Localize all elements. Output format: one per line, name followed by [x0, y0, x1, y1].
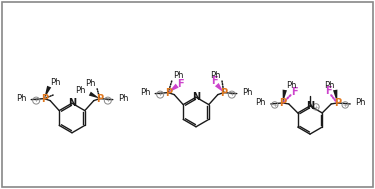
Polygon shape — [44, 86, 51, 99]
Text: Ph: Ph — [286, 81, 296, 91]
Polygon shape — [168, 84, 179, 93]
Text: Ph: Ph — [355, 98, 366, 107]
Text: +: + — [158, 92, 163, 97]
Text: +: + — [343, 103, 348, 108]
Text: +: + — [272, 103, 278, 108]
Text: P: P — [220, 88, 227, 98]
Text: N: N — [306, 101, 314, 111]
Text: N: N — [68, 98, 76, 108]
Text: Ph: Ph — [242, 88, 252, 97]
Text: Ph: Ph — [140, 88, 150, 97]
Text: Ph: Ph — [210, 71, 221, 80]
Polygon shape — [283, 90, 287, 103]
Text: Ph: Ph — [173, 71, 184, 80]
Text: N: N — [192, 92, 200, 102]
Text: F: F — [211, 76, 218, 86]
Text: Ph: Ph — [75, 86, 86, 95]
Text: P: P — [165, 88, 172, 98]
Text: Ph: Ph — [118, 94, 128, 103]
Text: P: P — [279, 98, 286, 108]
Text: Ph: Ph — [85, 79, 96, 88]
Text: Ph: Ph — [324, 81, 334, 91]
Text: F: F — [291, 87, 298, 97]
Text: +: + — [229, 92, 234, 97]
Text: P: P — [334, 98, 341, 108]
Text: +: + — [314, 105, 319, 110]
Polygon shape — [89, 92, 100, 99]
Polygon shape — [215, 83, 224, 93]
Text: P: P — [40, 94, 48, 104]
Polygon shape — [333, 90, 338, 103]
Text: Ph: Ph — [255, 98, 266, 107]
Text: +: + — [34, 98, 39, 103]
Text: Ph: Ph — [16, 94, 26, 103]
Text: F: F — [177, 79, 183, 89]
Text: F: F — [325, 86, 332, 96]
Text: Ph: Ph — [50, 78, 61, 87]
Text: P: P — [96, 94, 104, 104]
Text: +: + — [105, 98, 110, 103]
